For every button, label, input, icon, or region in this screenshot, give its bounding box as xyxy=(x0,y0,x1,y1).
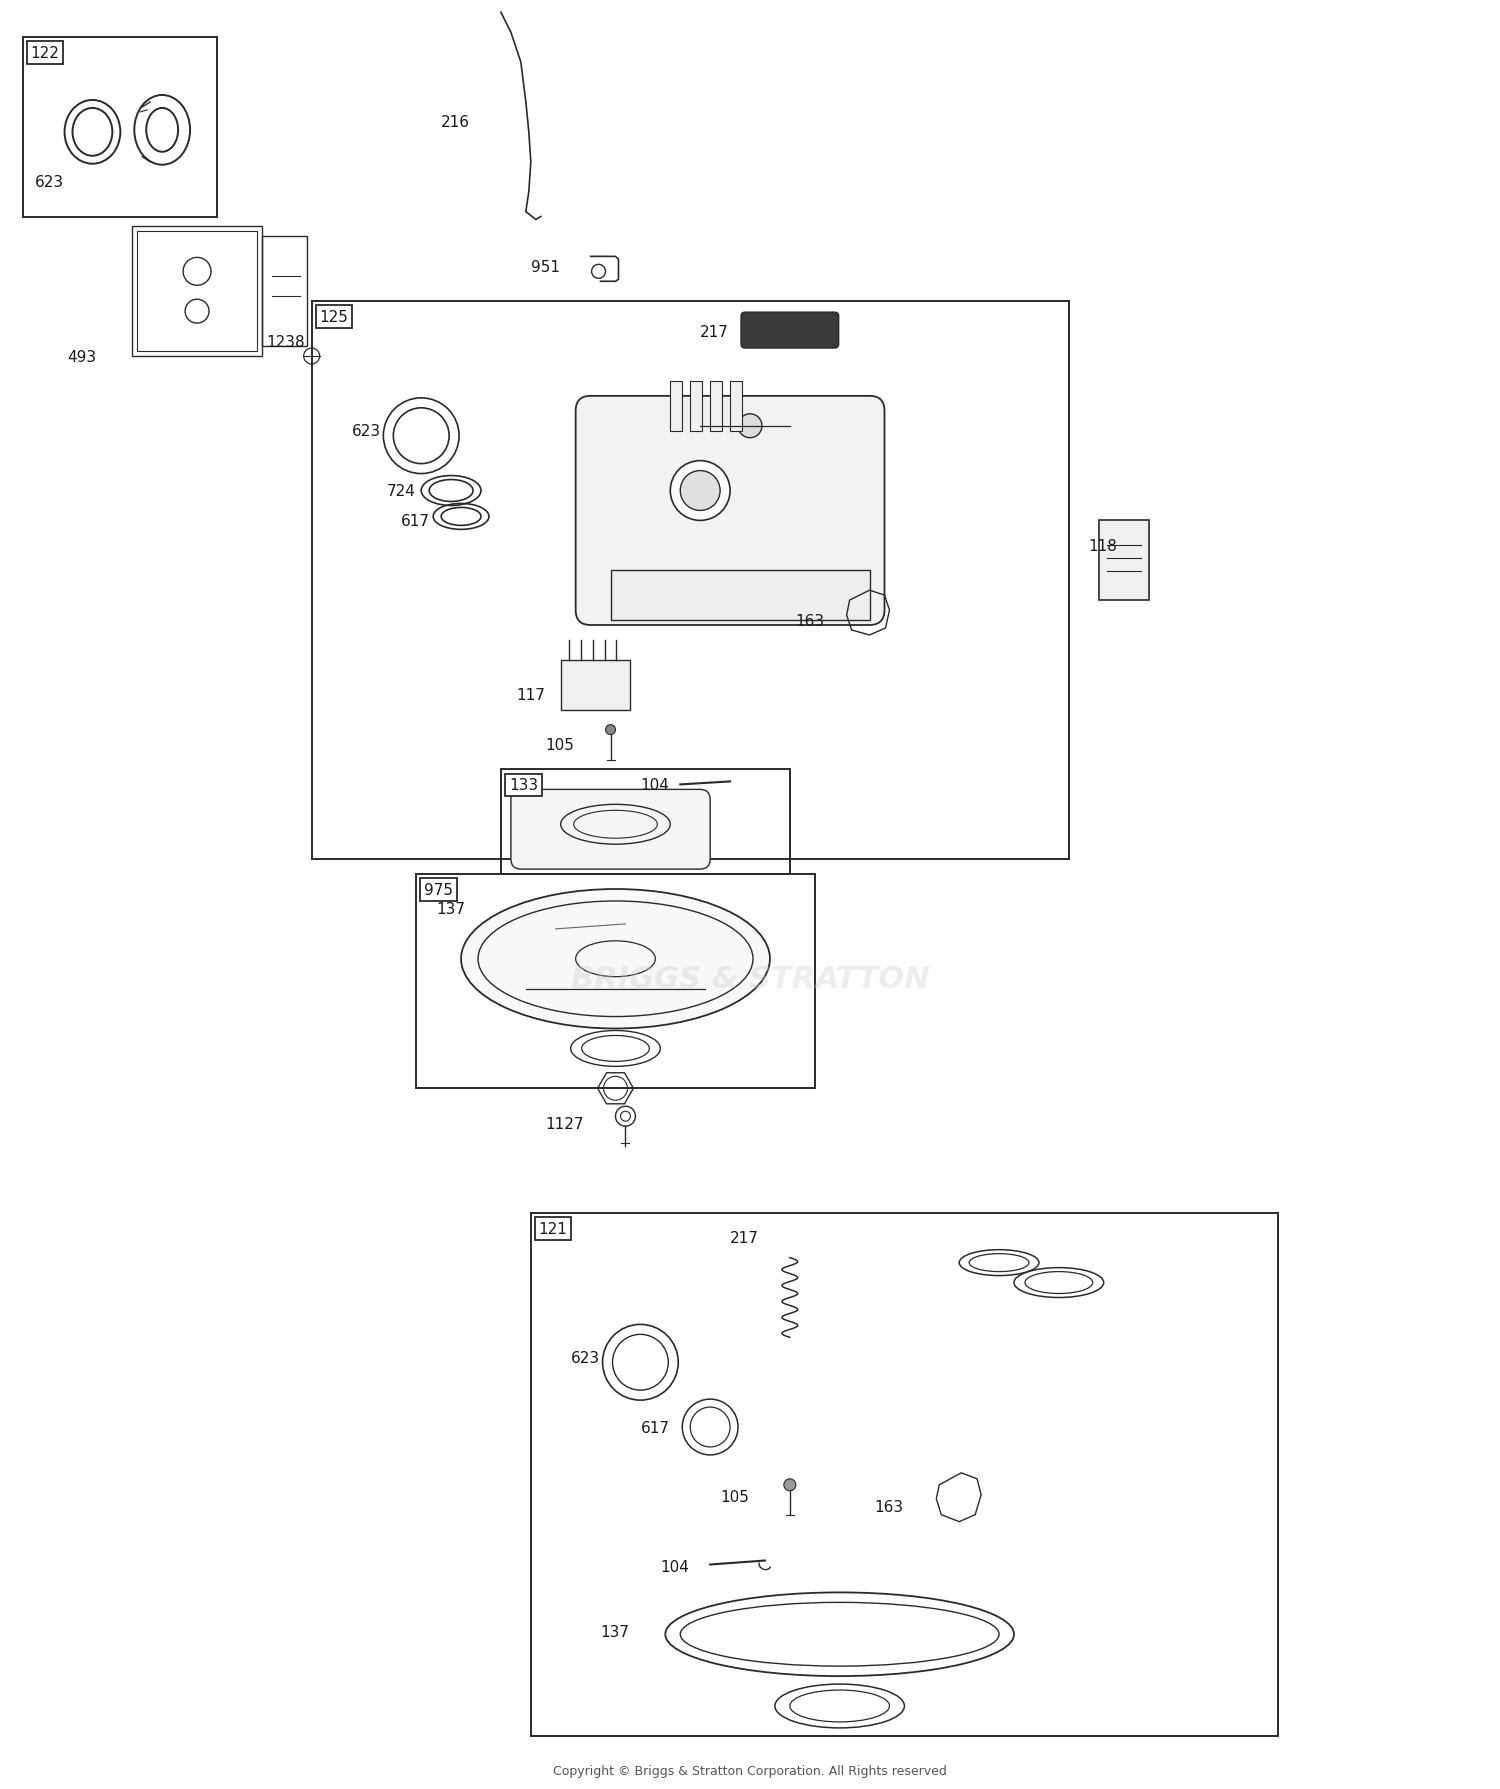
Text: BRIGGS & STRATTON: BRIGGS & STRATTON xyxy=(570,964,930,993)
Text: 105: 105 xyxy=(546,737,574,753)
Text: 623: 623 xyxy=(570,1351,600,1365)
Text: 104: 104 xyxy=(640,778,669,793)
Text: 104: 104 xyxy=(660,1560,688,1574)
Text: 137: 137 xyxy=(436,902,465,918)
Text: 163: 163 xyxy=(795,614,824,628)
FancyBboxPatch shape xyxy=(741,313,839,349)
Text: 133: 133 xyxy=(509,778,538,793)
Bar xyxy=(561,660,630,710)
Bar xyxy=(730,381,742,431)
Bar xyxy=(710,381,722,431)
Text: 951: 951 xyxy=(531,259,560,276)
Ellipse shape xyxy=(460,889,770,1029)
Text: 117: 117 xyxy=(516,687,544,703)
Bar xyxy=(610,571,870,621)
Bar xyxy=(138,233,256,352)
Bar xyxy=(531,1213,1278,1735)
Bar xyxy=(312,302,1070,861)
Bar xyxy=(132,227,262,356)
Text: 217: 217 xyxy=(700,324,729,340)
Bar xyxy=(670,381,682,431)
Text: 623: 623 xyxy=(34,175,64,190)
Text: 217: 217 xyxy=(730,1231,759,1245)
Text: 118: 118 xyxy=(1089,538,1118,553)
Circle shape xyxy=(738,415,762,438)
FancyBboxPatch shape xyxy=(576,397,885,626)
Text: 125: 125 xyxy=(320,309,348,326)
Text: 724: 724 xyxy=(387,483,416,499)
Bar xyxy=(1098,521,1149,601)
Bar xyxy=(690,381,702,431)
Text: 163: 163 xyxy=(874,1499,903,1513)
Ellipse shape xyxy=(670,462,730,521)
Text: 1238: 1238 xyxy=(267,335,306,349)
Bar xyxy=(22,38,218,218)
Text: Copyright © Briggs & Stratton Corporation. All Rights reserved: Copyright © Briggs & Stratton Corporatio… xyxy=(554,1764,946,1776)
Bar xyxy=(416,875,814,1090)
Text: 105: 105 xyxy=(720,1490,748,1505)
Text: 975: 975 xyxy=(424,882,453,898)
Text: 216: 216 xyxy=(441,114,470,131)
Circle shape xyxy=(784,1480,796,1490)
Text: 493: 493 xyxy=(68,349,96,365)
Ellipse shape xyxy=(681,471,720,512)
Text: 617: 617 xyxy=(402,513,430,528)
Text: 623: 623 xyxy=(351,424,381,438)
Text: 121: 121 xyxy=(538,1222,567,1236)
Text: 137: 137 xyxy=(600,1624,630,1639)
Text: 617: 617 xyxy=(640,1420,669,1435)
FancyBboxPatch shape xyxy=(512,791,710,869)
Bar xyxy=(262,238,306,347)
Circle shape xyxy=(606,725,615,735)
Text: 1127: 1127 xyxy=(546,1116,585,1131)
Text: 122: 122 xyxy=(30,47,60,61)
Bar xyxy=(501,769,790,875)
